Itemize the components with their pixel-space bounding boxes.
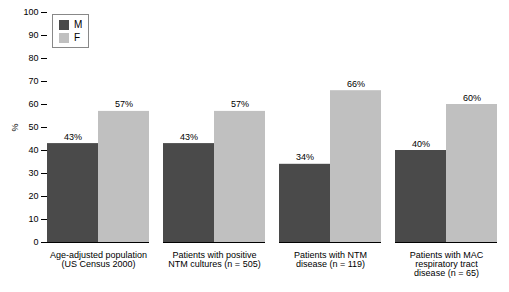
svg-text:40%: 40% [412,139,430,149]
svg-text:Age-adjusted population(US Cen: Age-adjusted population(US Census 2000) [50,250,147,269]
svg-text:0: 0 [33,237,38,247]
html-text:F: F [74,32,81,43]
svg-text:10: 10 [28,214,38,224]
svg-text:80: 80 [28,53,38,63]
svg-text:%: % [10,123,20,131]
svg-text:57%: 57% [115,99,133,109]
svg-text:100: 100 [23,7,38,17]
html-text:M: M [74,19,83,30]
svg-text:Patients with NTMdisease (n =: Patients with NTMdisease (n = 119) [294,250,367,269]
svg-text:34%: 34% [296,152,314,162]
svg-text:57%: 57% [231,99,249,109]
svg-text:60%: 60% [463,93,481,103]
svg-text:Patients with positiveNTM cult: Patients with positiveNTM cultures (n = … [168,250,260,269]
svg-text:60: 60 [28,99,38,109]
svg-text:90: 90 [28,30,38,40]
svg-text:40: 40 [28,145,38,155]
svg-text:50: 50 [28,122,38,132]
svg-text:66%: 66% [347,79,365,89]
svg-text:30: 30 [28,168,38,178]
svg-text:70: 70 [28,76,38,86]
svg-text:20: 20 [28,191,38,201]
svg-text:Patients with MACrespiratory t: Patients with MACrespiratory tractdiseas… [410,250,484,278]
svg-text:43%: 43% [64,132,82,142]
svg-text:43%: 43% [180,132,198,142]
